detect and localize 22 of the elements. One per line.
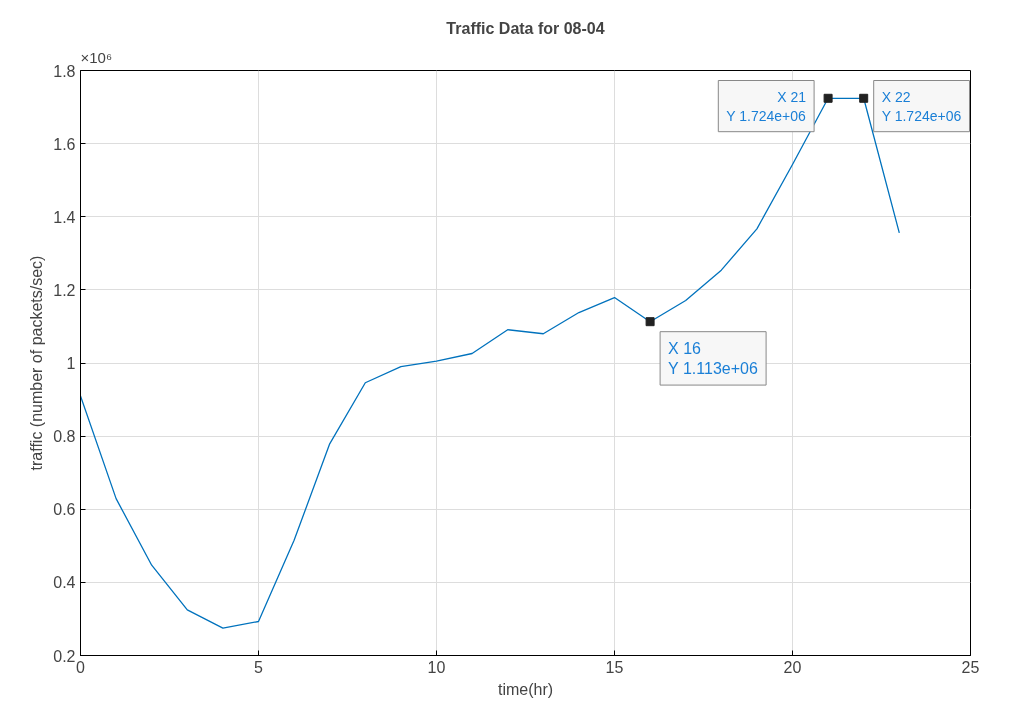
chart-title: Traffic Data for 08-04: [446, 19, 605, 37]
y-tick-label: 0.8: [53, 428, 76, 446]
x-tick-label: 20: [783, 658, 802, 676]
x-tick-label: 25: [961, 658, 980, 676]
x-axis-title: time(hr): [497, 680, 554, 698]
y-tick-label: 0.4: [53, 574, 76, 592]
y-tick-label: 1: [66, 355, 76, 372]
text: ×10⁶: [80, 48, 113, 66]
y-tick-label: 1.6: [53, 135, 76, 153]
x-tick-label: 15: [605, 658, 624, 676]
x-tick-label: 0: [76, 658, 86, 676]
y-tick-label: 0.2: [53, 647, 76, 665]
y-tick-label: 0.6: [53, 501, 76, 519]
y-tick-label: 1.8: [53, 62, 76, 80]
annotation: X 22 Y 1.724e+06: [881, 88, 962, 124]
y-axis-title: traffic (number of packets/sec): [28, 255, 46, 471]
y-tick-label: 1.2: [53, 281, 76, 299]
x-tick-label: 10: [427, 658, 446, 676]
x-tick-label: 5: [254, 658, 264, 676]
annotation: X 21 Y 1.724e+06: [726, 88, 807, 124]
y-tick-label: 1.4: [53, 208, 76, 226]
annotation: X 16 Y 1.113e+06: [668, 339, 758, 378]
